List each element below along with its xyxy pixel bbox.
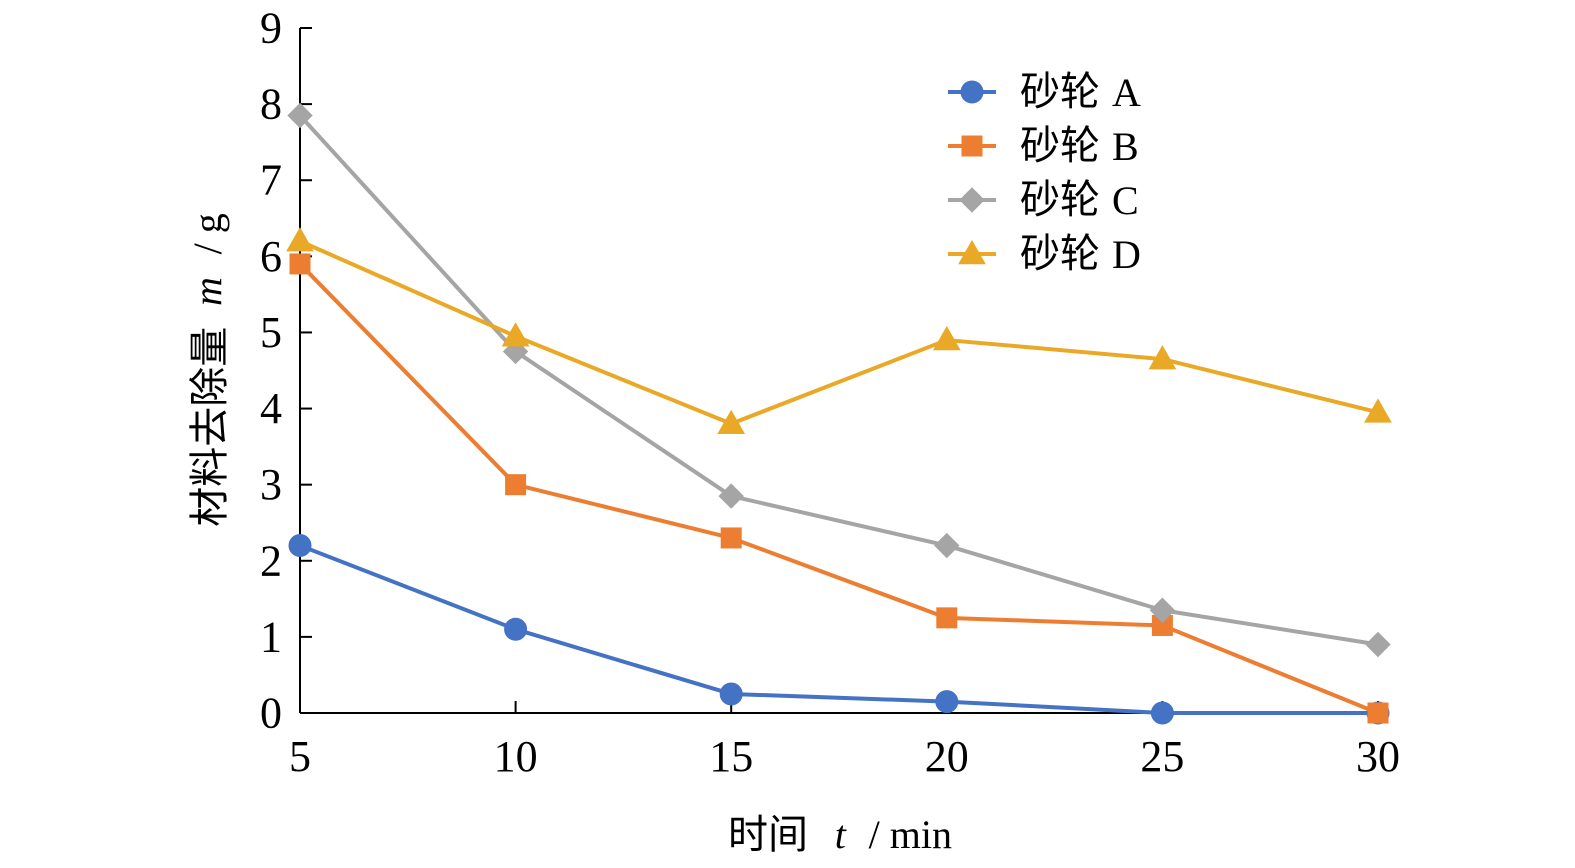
series-d-point	[717, 409, 746, 435]
series-a-point	[935, 690, 959, 714]
series-d-point	[286, 227, 314, 252]
y-tick-label: 7	[260, 156, 282, 205]
x-tick-label: 15	[709, 732, 753, 781]
series-b-point	[505, 474, 527, 496]
series-a	[288, 534, 1390, 725]
x-tick-label: 20	[925, 732, 969, 781]
legend-label-series-b: 砂轮 B	[1020, 123, 1139, 169]
series-d-point	[501, 322, 530, 347]
legend-label-suffix: C	[1112, 178, 1139, 223]
y-axis-title-unit: / g	[185, 213, 230, 254]
legend-marker-series-c	[959, 187, 985, 213]
legend-label-main: 砂轮	[1020, 177, 1100, 223]
x-axis-ticks: 5 10 15 20 25 30	[289, 701, 1400, 781]
series-c	[287, 102, 1391, 658]
y-tick-label: 1	[260, 612, 282, 661]
x-axis-title-variable: t	[835, 812, 847, 857]
series-a-point	[288, 534, 312, 558]
x-axis-title: 时间 t / min	[728, 812, 952, 858]
legend-label-series-a: 砂轮 A	[1020, 69, 1141, 115]
legend: 砂轮 A 砂轮 B 砂轮 C 砂轮 D	[948, 69, 1141, 277]
y-tick-label: 4	[260, 384, 282, 433]
y-tick-label: 9	[260, 4, 282, 53]
series-b-point	[936, 607, 958, 629]
series-b-line	[298, 261, 1380, 715]
series-c-point	[934, 532, 960, 559]
x-tick-label: 10	[494, 732, 538, 781]
series-b-point	[1367, 702, 1389, 724]
series-c-point	[1365, 631, 1391, 658]
legend-label-main: 砂轮	[1020, 231, 1100, 277]
y-tick-label: 0	[260, 689, 282, 738]
series-c-point	[287, 102, 313, 129]
x-axis-title-text: 时间	[728, 812, 808, 858]
legend-item-series-a: 砂轮 A	[948, 69, 1141, 115]
legend-marker-series-a	[960, 80, 984, 104]
series-b-point	[289, 253, 311, 275]
legend-item-series-d: 砂轮 D	[948, 231, 1141, 277]
legend-label-main: 砂轮	[1020, 69, 1100, 115]
legend-label-series-d: 砂轮 D	[1020, 231, 1141, 277]
series-c-point	[1149, 597, 1176, 623]
series-b	[289, 253, 1389, 724]
legend-marker-series-d	[958, 239, 986, 265]
y-tick-label: 3	[260, 460, 282, 509]
series-layer	[286, 102, 1392, 725]
y-axis-title-variable: m	[185, 277, 230, 306]
series-a-point	[504, 617, 528, 641]
series-d-point	[1148, 345, 1177, 370]
series-c-line	[298, 113, 1380, 647]
legend-label-suffix: D	[1112, 232, 1141, 277]
x-tick-label: 25	[1140, 732, 1184, 781]
series-d	[286, 227, 1392, 435]
series-b-point	[720, 527, 742, 549]
series-d-line	[298, 239, 1380, 426]
y-axis-ticks: 0 1 2 3 4 5 6 7 8 9	[260, 4, 312, 738]
legend-item-series-b: 砂轮 B	[948, 123, 1139, 169]
legend-label-main: 砂轮	[1020, 123, 1100, 169]
y-axis-title: 材料去除量 m / g	[185, 213, 233, 526]
series-d-point	[1364, 398, 1392, 423]
legend-item-series-c: 砂轮 C	[948, 177, 1139, 223]
x-axis-title-unit: / min	[869, 812, 952, 857]
series-c-point	[718, 483, 744, 509]
y-tick-label: 8	[260, 80, 282, 129]
series-d-point	[932, 326, 961, 351]
y-tick-label: 5	[260, 308, 282, 357]
series-a-line	[298, 543, 1380, 715]
legend-label-suffix: B	[1112, 124, 1139, 169]
x-tick-label: 30	[1356, 732, 1400, 781]
series-a-point	[719, 682, 743, 706]
y-tick-label: 6	[260, 232, 282, 281]
y-tick-label: 2	[260, 536, 282, 585]
y-axis-title-text: 材料去除量	[187, 327, 233, 527]
legend-marker-series-b	[961, 135, 983, 157]
legend-label-suffix: A	[1112, 70, 1141, 115]
x-tick-label: 5	[289, 732, 311, 781]
legend-label-series-c: 砂轮 C	[1020, 177, 1139, 223]
series-a-point	[1150, 701, 1174, 725]
